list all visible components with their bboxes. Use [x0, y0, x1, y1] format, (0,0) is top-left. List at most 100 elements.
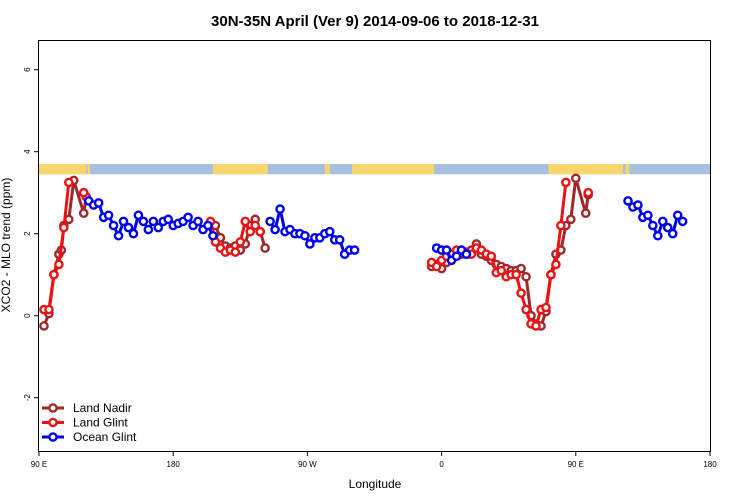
x-tick-label: 90 E: [568, 460, 584, 469]
series-land-nadir: [39, 173, 594, 331]
data-point: [230, 247, 241, 257]
data-point: [566, 214, 576, 225]
land-band-segment: [625, 164, 630, 175]
data-point: [275, 204, 285, 214]
y-tick-label: 6: [23, 67, 32, 72]
data-point: [208, 230, 218, 241]
x-tick-label: 0: [439, 460, 444, 469]
legend-label: Land Nadir: [73, 401, 132, 415]
land-band-segment: [212, 164, 268, 175]
data-point: [123, 222, 134, 233]
plot-frame: [38, 40, 711, 452]
data-point: [153, 222, 164, 233]
data-point: [571, 173, 581, 184]
legend-item: Land Glint: [42, 416, 128, 430]
x-axis-ticks: 90 E 180 90 W 0 90 E 180: [31, 451, 717, 469]
data-point: [657, 216, 668, 227]
data-point: [49, 269, 59, 280]
y-tick-label: 2: [23, 231, 32, 236]
data-point: [486, 251, 497, 262]
data-point: [521, 271, 531, 282]
legend-swatch-marker: [48, 432, 58, 442]
data-point: [496, 265, 507, 276]
land-band-segment: [352, 164, 435, 175]
y-tick-label: -2: [23, 394, 32, 402]
legend-swatch-marker: [48, 403, 58, 413]
data-point: [128, 228, 139, 239]
legend-item: Land Nadir: [42, 401, 132, 415]
land-band-segment: [87, 164, 90, 175]
data-point: [240, 216, 251, 227]
data-point: [305, 239, 315, 249]
data-point: [653, 230, 663, 241]
data-point: [633, 200, 643, 210]
data-point: [255, 226, 265, 237]
data-point: [78, 187, 89, 198]
x-tick-label: 180: [703, 460, 717, 469]
x-axis-label: Longitude: [349, 477, 402, 491]
data-point: [580, 208, 591, 218]
series-layer: [39, 173, 688, 331]
data-point: [461, 249, 472, 259]
data-point: [250, 220, 261, 231]
data-point: [265, 216, 275, 227]
data-point: [193, 216, 203, 227]
data-point: [118, 216, 129, 227]
chart-title: 30N-35N April (Ver 9) 2014-09-06 to 2018…: [211, 13, 539, 30]
data-point: [245, 226, 256, 237]
data-point: [93, 198, 104, 208]
data-point: [672, 210, 683, 221]
data-point: [531, 321, 541, 331]
y-tick-label: 0: [23, 313, 32, 318]
series-line: [44, 182, 71, 312]
data-point: [541, 302, 551, 313]
data-point: [643, 210, 653, 221]
data-point: [148, 216, 159, 227]
data-point: [163, 214, 174, 225]
data-point: [113, 230, 124, 241]
legend-label: Land Glint: [73, 416, 128, 430]
data-point: [59, 222, 69, 233]
legend-swatch-marker: [48, 417, 58, 428]
data-point: [623, 196, 633, 206]
data-point: [648, 220, 658, 231]
legend-item: Ocean Glint: [42, 430, 137, 444]
data-point: [349, 245, 360, 255]
data-point: [441, 245, 452, 255]
data-point: [431, 261, 442, 272]
y-axis-label: XCO2 - MLO trend (ppm): [0, 178, 13, 313]
data-point: [583, 187, 594, 198]
data-point: [39, 321, 49, 331]
data-point: [516, 288, 526, 298]
series-land-glint: [39, 177, 594, 331]
data-point: [235, 237, 246, 247]
data-point: [108, 220, 119, 231]
data-point: [324, 226, 335, 237]
data-point: [44, 304, 54, 315]
land-band-segment: [548, 164, 624, 175]
data-point: [521, 304, 531, 315]
data-point: [334, 235, 345, 245]
data-point: [270, 224, 280, 235]
land-band-segment: [39, 164, 87, 175]
data-point: [260, 243, 270, 253]
land-band-segment: [324, 164, 330, 175]
data-point: [546, 269, 556, 280]
data-point: [64, 177, 74, 188]
data-point: [133, 210, 144, 221]
x-tick-label: 90 E: [31, 460, 47, 469]
data-point: [78, 208, 89, 218]
data-point: [203, 220, 213, 231]
data-point: [183, 212, 193, 223]
data-point: [667, 228, 678, 239]
x-tick-label: 90 W: [298, 460, 317, 469]
data-point: [662, 222, 673, 233]
x-tick-label: 180: [167, 460, 181, 469]
data-point: [511, 269, 521, 280]
data-point: [103, 210, 114, 221]
data-point: [143, 224, 154, 235]
land-mask-band: [39, 164, 710, 175]
data-point: [551, 259, 561, 270]
